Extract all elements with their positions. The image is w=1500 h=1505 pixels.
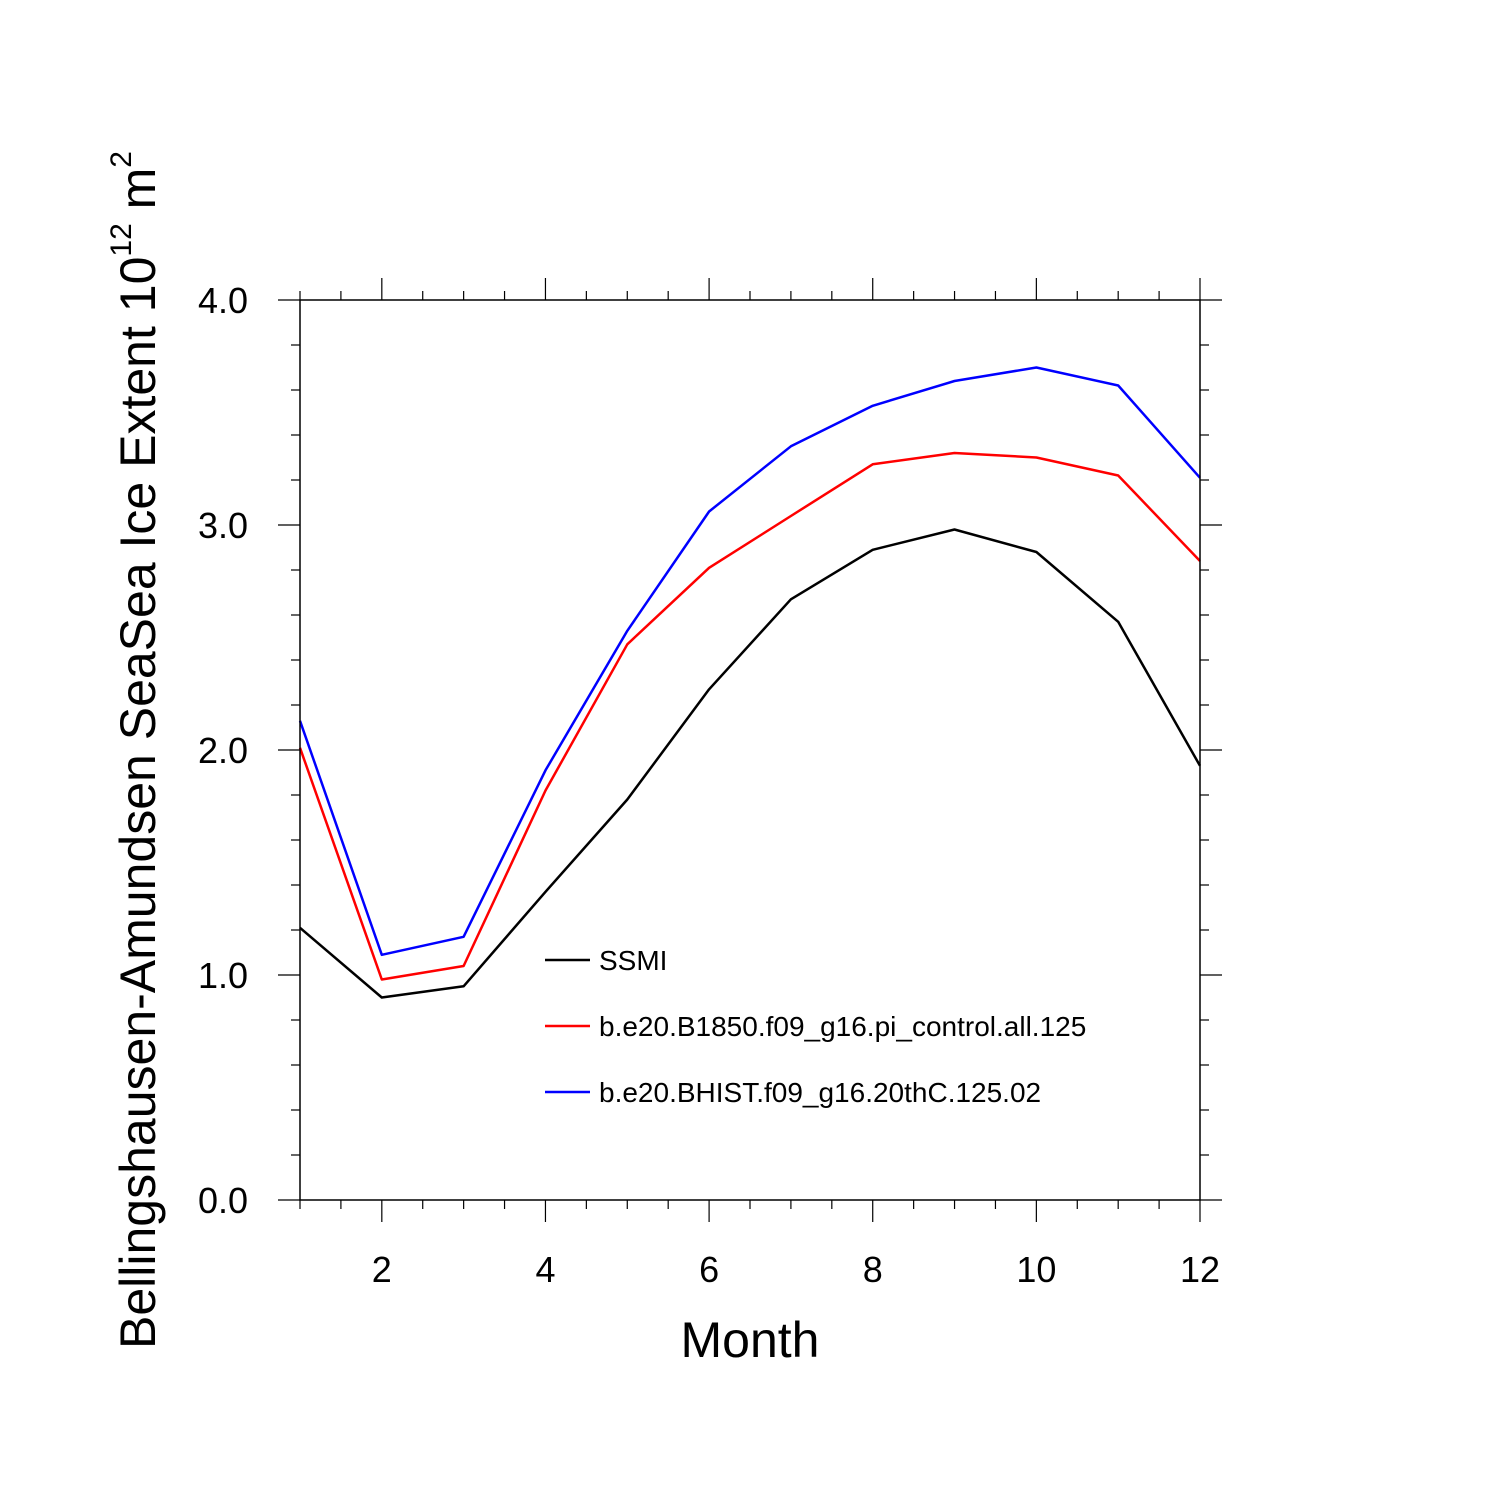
legend-label: b.e20.B1850.f09_g16.pi_control.all.125 <box>599 1011 1086 1042</box>
x-axis-title: Month <box>681 1312 820 1368</box>
legend: SSMI b.e20.B1850.f09_g16.pi_control.all.1… <box>545 945 1086 1108</box>
y-tick-label: 0.0 <box>198 1180 248 1221</box>
x-tick-label: 12 <box>1180 1249 1220 1290</box>
legend-label: b.e20.BHIST.f09_g16.20thC.125.02 <box>599 1077 1041 1108</box>
plot-frame <box>299 299 1201 1201</box>
y-tick-label: 1.0 <box>198 955 248 996</box>
axis-ticks <box>278 278 1222 1222</box>
tick-labels: 2 4 6 8 10 12 0.0 1.0 2.0 3.0 4.0 <box>198 280 1220 1290</box>
y-axis-title-main: Bellingshausen-Amundsen SeaSea Ice Exten… <box>110 257 166 1349</box>
series-line-1 <box>299 528 1202 999</box>
series-line-3 <box>298 366 1201 957</box>
y-tick-label: 4.0 <box>198 280 248 321</box>
x-tick-label: 8 <box>863 1249 883 1290</box>
y-tick-label: 3.0 <box>198 505 248 546</box>
x-tick-label: 6 <box>699 1249 719 1290</box>
y-tick-label: 2.0 <box>198 730 248 771</box>
y-axis-title: Bellingshausen-Amundsen SeaSea Ice Exten… <box>105 151 166 1349</box>
series-line-2 <box>298 451 1201 981</box>
legend-label: SSMI <box>599 945 667 976</box>
x-tick-label: 4 <box>535 1249 555 1290</box>
x-tick-label: 2 <box>372 1249 392 1290</box>
y-axis-title-unit: m <box>110 168 166 224</box>
series-lines <box>298 366 1202 999</box>
y-axis-title-exponent: 12 <box>105 223 138 256</box>
y-axis-title-unit-exponent: 2 <box>105 151 138 168</box>
x-tick-label: 10 <box>1016 1249 1056 1290</box>
